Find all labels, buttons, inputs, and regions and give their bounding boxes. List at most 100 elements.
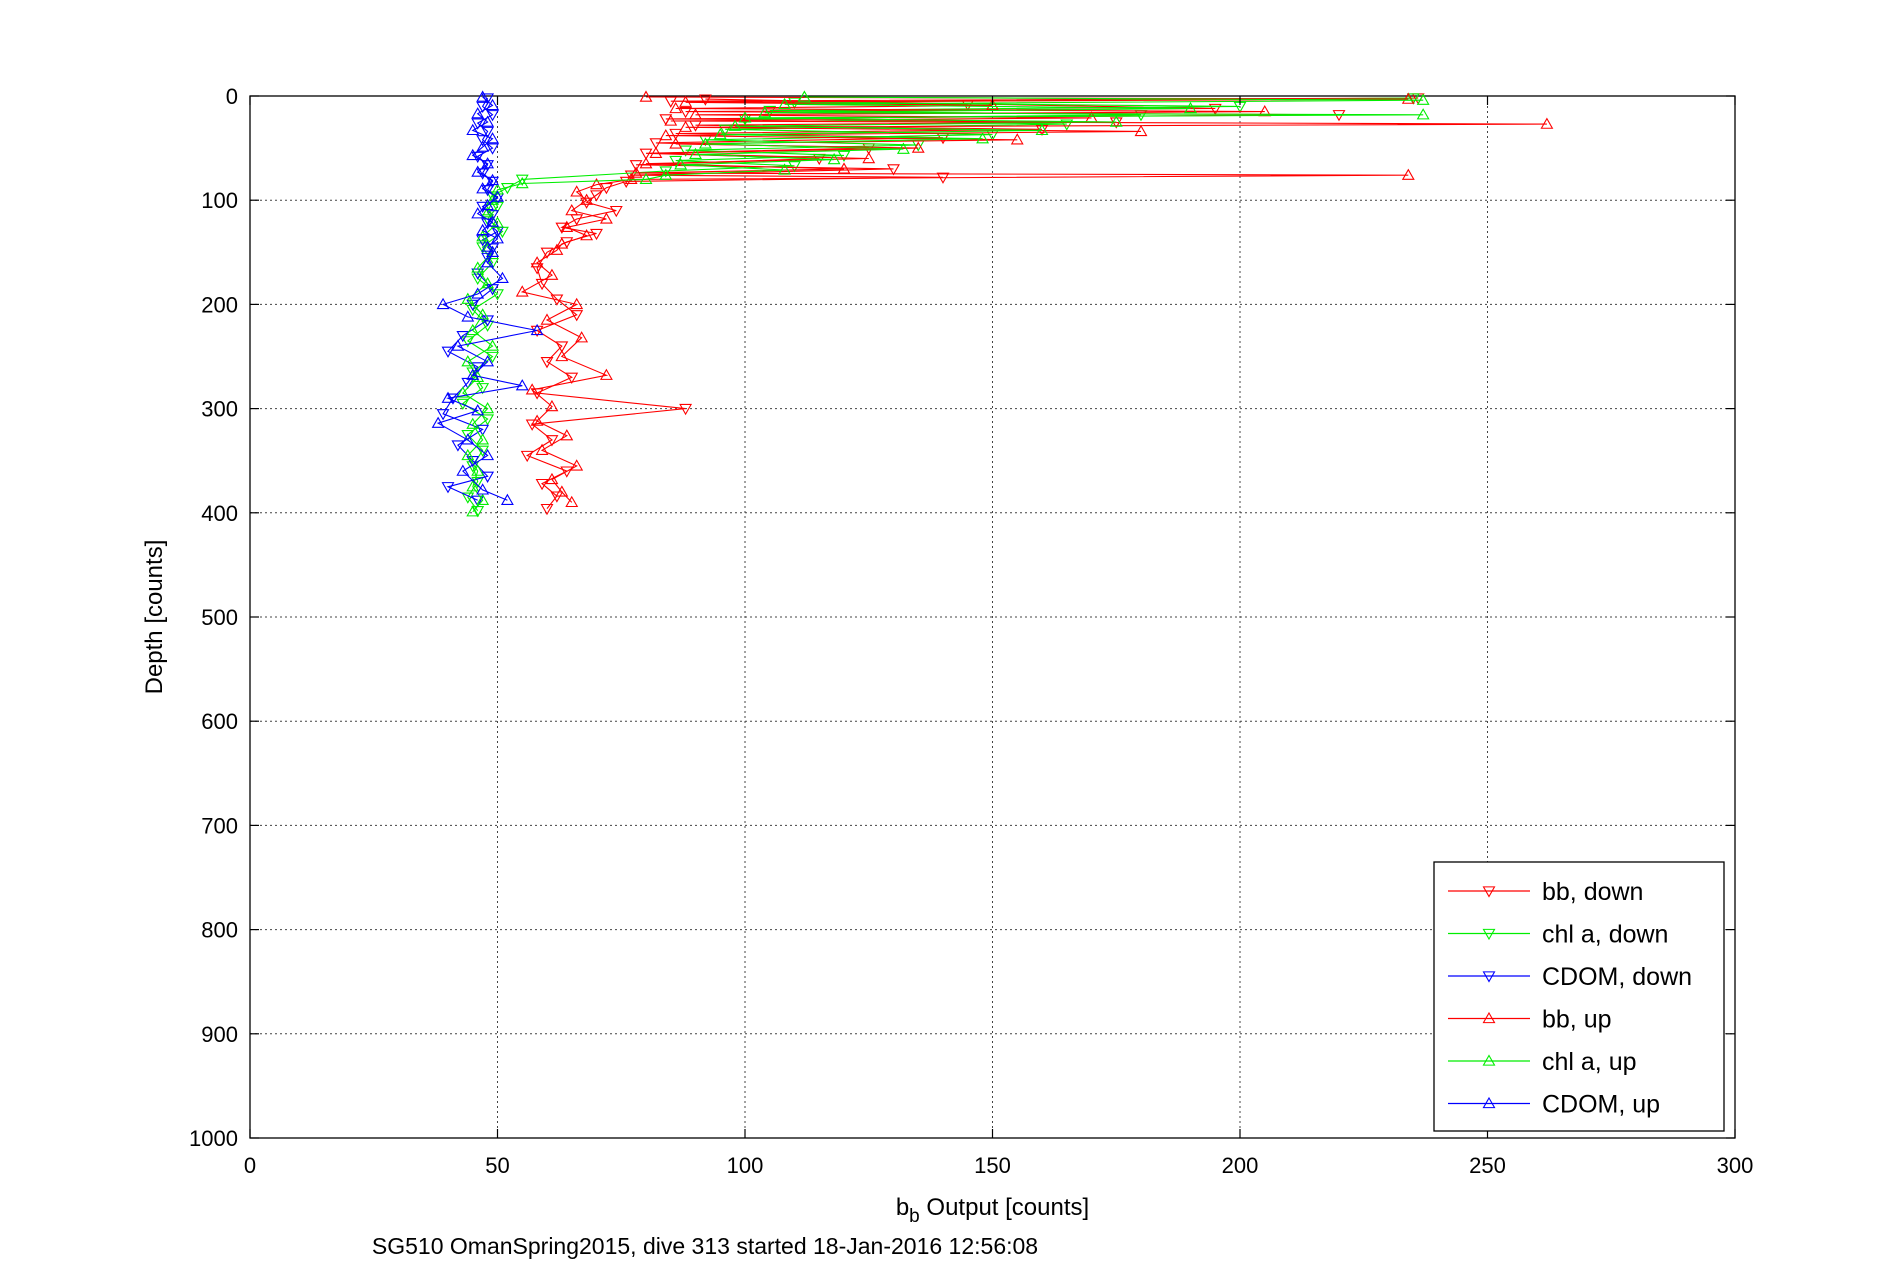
data-point bbox=[590, 190, 603, 202]
data-point bbox=[659, 168, 673, 180]
data-point bbox=[540, 313, 554, 325]
data-point bbox=[624, 172, 638, 185]
data-point bbox=[471, 118, 485, 130]
series-line bbox=[525, 97, 1419, 509]
data-point bbox=[550, 243, 564, 255]
data-point bbox=[471, 261, 485, 273]
data-point bbox=[515, 379, 529, 391]
x-tick-label: 250 bbox=[1469, 1153, 1506, 1178]
data-point bbox=[555, 222, 569, 234]
x-tick-label: 200 bbox=[1222, 1153, 1259, 1178]
series-1 bbox=[456, 93, 1420, 518]
data-point bbox=[1010, 133, 1024, 145]
data-point bbox=[555, 485, 569, 497]
data-point bbox=[456, 464, 470, 476]
data-point bbox=[560, 429, 574, 441]
data-point bbox=[679, 120, 693, 132]
data-point bbox=[476, 223, 490, 236]
data-point bbox=[466, 323, 480, 336]
y-tick-label: 600 bbox=[201, 709, 238, 734]
legend-item: chl a, up bbox=[1448, 1048, 1637, 1076]
data-point bbox=[476, 242, 490, 254]
legend-item: CDOM, down bbox=[1448, 963, 1692, 991]
x-axis-label: bb Output [counts] bbox=[896, 1194, 1089, 1227]
y-tick-label: 500 bbox=[201, 605, 238, 630]
series-4 bbox=[456, 90, 1430, 517]
data-point bbox=[461, 355, 475, 367]
data-point bbox=[441, 482, 455, 494]
legend-box bbox=[1433, 861, 1725, 1132]
data-point bbox=[669, 128, 683, 141]
data-point bbox=[629, 166, 643, 178]
data-point bbox=[674, 158, 688, 170]
data-point bbox=[486, 110, 499, 122]
data-point bbox=[778, 97, 792, 110]
data-point bbox=[476, 433, 490, 445]
data-point bbox=[471, 404, 485, 416]
data-point bbox=[679, 145, 693, 157]
y-tick-label: 1000 bbox=[189, 1126, 238, 1151]
data-point bbox=[466, 480, 480, 492]
data-point bbox=[476, 140, 490, 152]
data-point bbox=[476, 182, 490, 194]
data-point bbox=[1060, 119, 1074, 131]
data-point bbox=[466, 456, 480, 468]
data-point bbox=[540, 357, 554, 369]
data-point bbox=[515, 174, 529, 186]
data-point bbox=[471, 287, 485, 299]
series-line bbox=[520, 96, 1547, 503]
y-tick-label: 800 bbox=[201, 918, 238, 943]
data-point bbox=[689, 147, 702, 160]
data-point bbox=[550, 294, 564, 306]
data-point bbox=[639, 90, 653, 102]
data-point bbox=[476, 445, 490, 457]
data-point bbox=[471, 268, 485, 280]
data-point bbox=[570, 310, 584, 322]
data-point bbox=[461, 492, 475, 504]
data-point bbox=[575, 331, 589, 343]
data-point bbox=[515, 285, 529, 297]
data-point bbox=[466, 368, 480, 380]
data-point bbox=[1184, 101, 1197, 114]
data-point bbox=[560, 466, 574, 478]
data-point bbox=[486, 351, 499, 364]
data-point bbox=[436, 409, 450, 421]
data-point bbox=[649, 138, 663, 150]
data-point bbox=[491, 183, 504, 195]
y-tick-label: 300 bbox=[201, 397, 238, 422]
data-point bbox=[550, 491, 564, 503]
data-point bbox=[471, 464, 485, 476]
data-point bbox=[986, 98, 999, 111]
data-point bbox=[436, 297, 450, 310]
data-point bbox=[896, 142, 910, 154]
data-point bbox=[520, 450, 534, 463]
data-point bbox=[481, 126, 495, 139]
data-point bbox=[1406, 93, 1420, 105]
data-point bbox=[788, 161, 801, 173]
x-tick-label: 100 bbox=[727, 1153, 764, 1178]
data-point bbox=[431, 416, 445, 428]
data-point bbox=[1208, 103, 1222, 116]
series-line bbox=[436, 96, 538, 501]
x-tick-label: 0 bbox=[244, 1153, 256, 1178]
data-point bbox=[466, 304, 480, 317]
data-point bbox=[456, 398, 470, 410]
series-layer bbox=[431, 90, 1554, 518]
ticks: 0 50 100 150 200 250 300 0 100 200 300 400 500 600 700… bbox=[189, 84, 1753, 1178]
data-point bbox=[738, 111, 752, 123]
data-point bbox=[555, 349, 569, 362]
y-axis-label: Depth [counts] bbox=[141, 540, 168, 695]
data-point bbox=[471, 495, 485, 507]
data-point bbox=[659, 114, 673, 126]
data-point bbox=[481, 240, 495, 252]
data-point bbox=[580, 197, 594, 209]
data-point bbox=[476, 383, 490, 395]
data-point bbox=[441, 346, 455, 358]
y-tick-label: 100 bbox=[201, 188, 238, 213]
data-point bbox=[481, 471, 495, 483]
data-point bbox=[1416, 93, 1430, 105]
data-point bbox=[486, 245, 499, 257]
legend-label: chl a, down bbox=[1542, 921, 1668, 949]
data-point bbox=[530, 323, 544, 336]
data-point bbox=[837, 150, 851, 163]
